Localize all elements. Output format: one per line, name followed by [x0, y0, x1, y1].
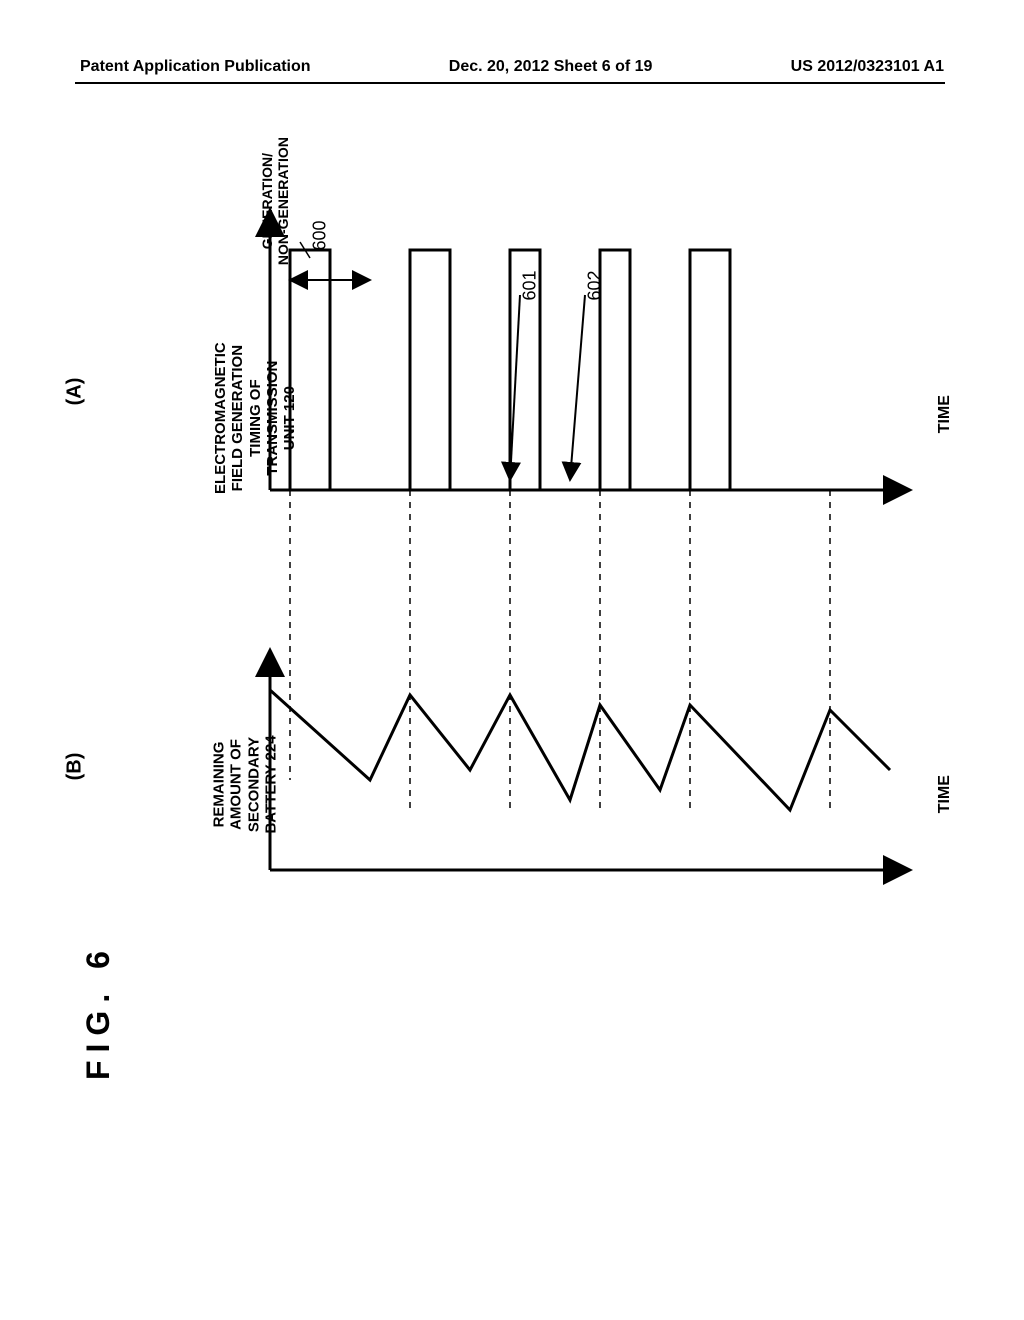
panel-a-label: ELECTROMAGNETIC FIELD GENERATION TIMING … — [212, 278, 298, 558]
header-rule — [75, 82, 945, 84]
diagram-area: (A) ELECTROMAGNETIC FIELD GENERATION TIM… — [150, 150, 950, 1150]
figure-label: FIG. 6 — [80, 943, 117, 1080]
callout-601: 601 — [520, 251, 541, 301]
header-left: Patent Application Publication — [80, 58, 311, 76]
callout-600: 600 — [310, 201, 331, 251]
header-center: Dec. 20, 2012 Sheet 6 of 19 — [449, 58, 653, 76]
panel-b-xaxis: TIME — [936, 754, 954, 834]
page-header: Patent Application Publication Dec. 20, … — [0, 58, 1024, 76]
panel-a-xaxis: TIME — [936, 374, 954, 454]
panel-a-yaxis: GENERATION/ NON-GENERATION — [259, 111, 291, 291]
panel-b-letter: (B) — [64, 737, 87, 797]
panel-b-label: REMAINING AMOUNT OF SECONDARY BATTERY 22… — [211, 665, 280, 905]
callout-602: 602 — [585, 251, 606, 301]
header-right: US 2012/0323101 A1 — [791, 58, 944, 76]
panel-a-letter: (A) — [64, 362, 87, 422]
